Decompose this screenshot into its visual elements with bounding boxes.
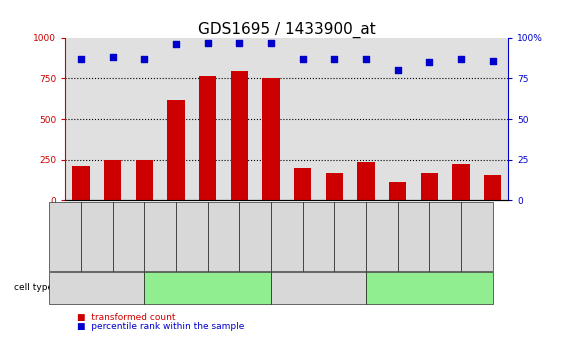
- Bar: [294, 168, 311, 200]
- Bar: [484, 175, 501, 200]
- Bar: [168, 100, 185, 200]
- Bar: [231, 71, 248, 200]
- Text: GSM94768: GSM94768: [377, 220, 386, 269]
- Bar: [325, 172, 343, 200]
- Bar: [357, 162, 375, 200]
- Text: GSM94771: GSM94771: [441, 220, 449, 269]
- Text: GSM94744: GSM94744: [93, 220, 102, 269]
- Text: memory B cells: memory B cells: [394, 283, 464, 292]
- Bar: [262, 78, 279, 200]
- Text: ■  percentile rank within the sample: ■ percentile rank within the sample: [77, 322, 244, 331]
- Bar: [104, 160, 122, 200]
- Point: [298, 56, 307, 62]
- Title: GDS1695 / 1433900_at: GDS1695 / 1433900_at: [198, 22, 375, 38]
- Bar: [136, 160, 153, 200]
- Point: [456, 56, 465, 62]
- Point: [172, 42, 181, 47]
- Point: [203, 40, 212, 46]
- Point: [488, 58, 497, 63]
- Text: GSM94765: GSM94765: [282, 220, 291, 269]
- Point: [361, 56, 370, 62]
- Text: GSM94764: GSM94764: [250, 220, 260, 269]
- Text: GSM94762: GSM94762: [187, 220, 197, 269]
- Text: GSM94763: GSM94763: [219, 220, 228, 269]
- Point: [330, 56, 339, 62]
- Text: GSM94772: GSM94772: [472, 220, 481, 269]
- Point: [235, 40, 244, 46]
- Bar: [199, 76, 216, 200]
- Point: [393, 68, 402, 73]
- Point: [425, 59, 434, 65]
- Point: [266, 40, 275, 46]
- Bar: [420, 173, 438, 200]
- Bar: [389, 182, 406, 200]
- Text: GSM94769: GSM94769: [409, 220, 418, 269]
- Text: germinal center B
cells: germinal center B cells: [278, 278, 359, 297]
- Text: GSM94767: GSM94767: [346, 220, 354, 269]
- Point: [77, 56, 86, 62]
- Text: ■  transformed count: ■ transformed count: [77, 313, 175, 322]
- Text: GSM94747: GSM94747: [156, 220, 165, 269]
- Text: GSM94766: GSM94766: [314, 220, 323, 269]
- Bar: [73, 166, 90, 200]
- Text: GSM94745: GSM94745: [124, 220, 133, 269]
- Bar: [452, 164, 470, 200]
- Text: naive B cells: naive B cells: [68, 283, 126, 292]
- Point: [108, 55, 118, 60]
- Text: plasma B cells: plasma B cells: [175, 283, 240, 292]
- Text: GSM94741: GSM94741: [61, 220, 70, 269]
- Point: [140, 56, 149, 62]
- Text: cell type ▶: cell type ▶: [14, 283, 62, 292]
